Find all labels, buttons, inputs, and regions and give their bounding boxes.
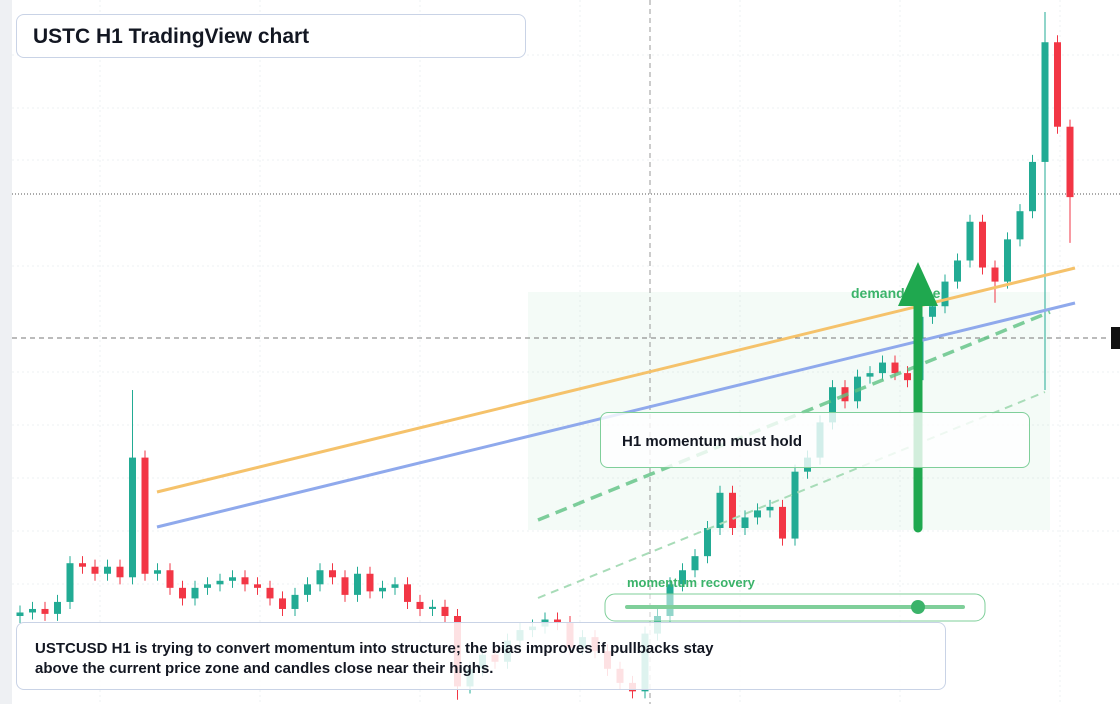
candle-body bbox=[404, 584, 411, 602]
candle-body bbox=[429, 606, 436, 609]
candle-body bbox=[729, 492, 736, 528]
candle-body bbox=[16, 612, 24, 616]
note-box: H1 momentum must hold bbox=[600, 412, 1030, 468]
candle-body bbox=[1066, 126, 1074, 198]
candle-body bbox=[791, 471, 799, 539]
title-box: USTC H1 TradingView chart bbox=[16, 14, 526, 58]
candle-body bbox=[441, 606, 449, 616]
candle-body bbox=[91, 566, 99, 574]
candle-body bbox=[229, 577, 236, 581]
candle-body bbox=[354, 573, 361, 595]
candle-body bbox=[679, 570, 686, 585]
candle-body bbox=[79, 563, 86, 567]
candle-body bbox=[341, 577, 349, 595]
left-strip bbox=[0, 0, 12, 704]
candle-body bbox=[1054, 42, 1061, 127]
candle-body bbox=[929, 306, 936, 317]
candle-body bbox=[741, 517, 749, 528]
candle-body bbox=[941, 281, 949, 307]
candle-body bbox=[116, 566, 124, 578]
candle-body bbox=[754, 510, 761, 518]
candle-body bbox=[216, 580, 224, 585]
candle-body bbox=[329, 570, 336, 578]
candle-body bbox=[204, 584, 211, 588]
candle-body bbox=[891, 362, 899, 374]
candle-body bbox=[279, 598, 286, 609]
candle-body bbox=[979, 221, 986, 268]
candle-body bbox=[554, 619, 561, 624]
candle-body bbox=[879, 362, 886, 374]
candle-body bbox=[691, 556, 699, 571]
price-tag bbox=[1111, 327, 1120, 349]
candle-body bbox=[1029, 161, 1036, 212]
candle-body bbox=[254, 584, 261, 588]
candle-body bbox=[954, 260, 961, 282]
caption-line: above the current price zone and candles… bbox=[35, 660, 494, 677]
caption-line: USTCUSD H1 is trying to convert momentum… bbox=[35, 640, 714, 657]
candle-body bbox=[704, 528, 711, 557]
candle-body bbox=[29, 608, 36, 613]
candle-body bbox=[66, 563, 74, 602]
candle-body bbox=[1041, 42, 1049, 162]
channel-line bbox=[537, 391, 1046, 599]
candle-body bbox=[991, 267, 999, 282]
candle-body bbox=[1004, 239, 1011, 282]
candle-body bbox=[266, 587, 274, 599]
candle-body bbox=[304, 584, 311, 595]
candle-body bbox=[966, 221, 974, 261]
slider-knob bbox=[911, 600, 925, 614]
candle-body bbox=[154, 570, 161, 574]
candle-body bbox=[166, 570, 174, 588]
candle-body bbox=[104, 566, 111, 574]
slider-label: momentum recovery bbox=[627, 575, 756, 590]
candle-body bbox=[716, 492, 724, 528]
candle-body bbox=[291, 594, 299, 609]
candle-body bbox=[904, 373, 911, 381]
candle-body bbox=[779, 506, 786, 539]
candle-body bbox=[866, 373, 874, 377]
candle-body bbox=[416, 601, 424, 609]
candle-body bbox=[179, 587, 186, 599]
candle-body bbox=[1016, 211, 1024, 240]
arrow-head bbox=[898, 262, 938, 306]
candle-body bbox=[141, 457, 149, 574]
candle-body bbox=[366, 573, 374, 592]
candle-body bbox=[54, 601, 61, 614]
candle-body bbox=[191, 587, 199, 599]
candle-body bbox=[41, 608, 49, 614]
candle-body bbox=[391, 584, 399, 588]
candle-body bbox=[379, 587, 386, 592]
candle-body bbox=[129, 457, 136, 578]
candle-body bbox=[766, 506, 774, 511]
caption-box: USTCUSD H1 is trying to convert momentum… bbox=[16, 622, 946, 690]
candle-body bbox=[829, 387, 836, 423]
candle-body bbox=[241, 577, 249, 585]
candle-body bbox=[316, 570, 324, 585]
